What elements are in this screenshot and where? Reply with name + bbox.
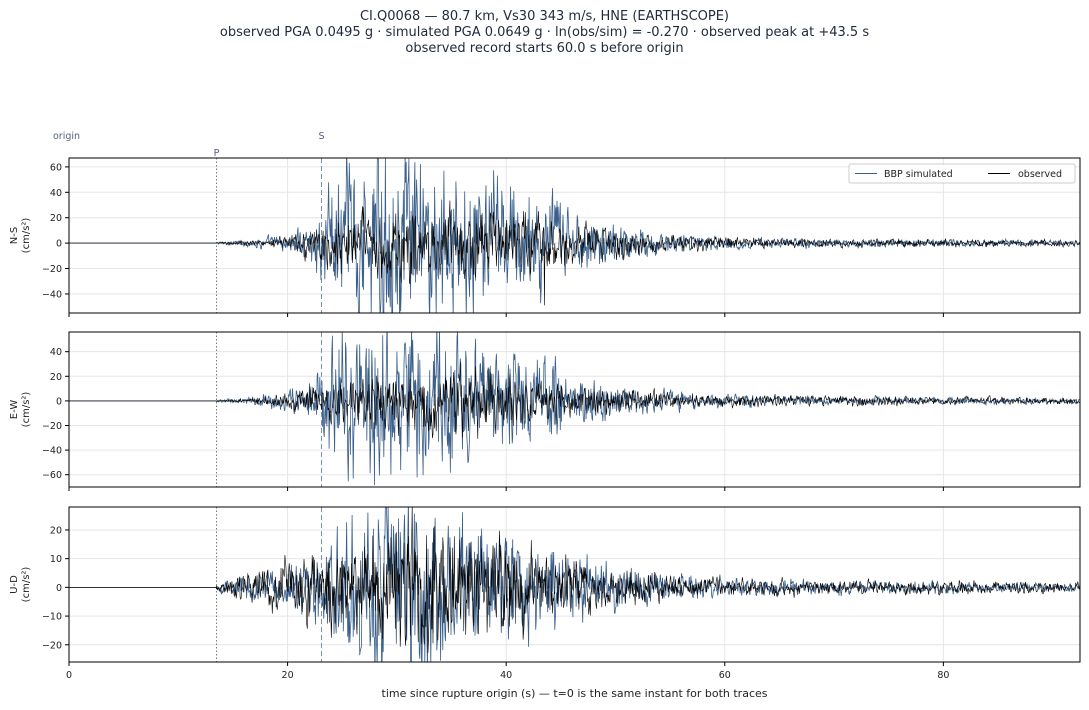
series-line-bbp-simulated (69, 158, 1080, 313)
x-axis-label: time since rupture origin (s) — t=0 is t… (382, 687, 768, 700)
y-tick-label: 20 (50, 372, 62, 383)
x-tick-label: 0 (66, 670, 72, 681)
y-tick-label: 40 (50, 188, 62, 199)
panel-e-w: −60 −40 −20 0 20 40 E-W (cm/s²) (9, 331, 1081, 491)
chart-title-line-1: CI.Q0068 — 80.7 km, Vs30 343 m/s, HNE (E… (359, 9, 730, 24)
y-axis-label: N-S (9, 227, 20, 244)
y-tick-label: −40 (42, 446, 62, 457)
series-line-observed (69, 361, 1080, 439)
s-marker-label: S (318, 131, 324, 142)
legend-box (848, 163, 1076, 184)
panel-u-d: −20 −10 0 10 20 U-D (cm/s²) (9, 506, 1081, 666)
y-tick-label: 10 (50, 554, 62, 565)
y-tick-label: −10 (42, 612, 62, 623)
y-tick-label: 20 (50, 213, 62, 224)
y-tick-label: −20 (42, 640, 62, 651)
y-tick-label: 40 (50, 347, 62, 358)
y-tick-label: 20 (50, 525, 62, 536)
y-tick-label: 0 (56, 583, 62, 594)
y-tick-label: −60 (42, 470, 62, 481)
p-marker-label: P (214, 148, 220, 159)
y-axis-label: E-W (9, 400, 20, 420)
legend-label-observed: observed (1018, 169, 1062, 180)
legend: BBP simulated observed (848, 163, 1076, 184)
x-tick-label: 60 (719, 670, 731, 681)
y-tick-label: 60 (50, 162, 62, 173)
y-tick-label: 0 (56, 396, 62, 407)
series-line-observed (69, 200, 1080, 306)
series-line-observed (69, 507, 1080, 653)
x-tick-label: 80 (937, 670, 949, 681)
y-axis-units: (cm/s²) (21, 392, 32, 428)
chart-title-line-2: observed PGA 0.0495 g · simulated PGA 0.… (219, 25, 870, 40)
x-tick-label: 20 (282, 670, 294, 681)
panel-frame (68, 506, 1081, 663)
panel-frame (68, 331, 1081, 488)
y-tick-label: −40 (42, 289, 62, 300)
y-tick-label: −20 (42, 264, 62, 275)
y-axis-label: U-D (9, 575, 20, 594)
series-line-bbp-simulated (69, 507, 1080, 662)
origin-marker-label: origin (53, 131, 80, 142)
y-tick-label: 0 (56, 239, 62, 250)
y-axis-units: (cm/s²) (21, 567, 32, 603)
legend-label-simulated: BBP simulated (884, 169, 953, 180)
chart-title-line-3: observed record starts 60.0 s before ori… (405, 41, 684, 56)
panel-frame (68, 157, 1081, 314)
y-axis-units: (cm/s²) (21, 218, 32, 254)
y-tick-label: −20 (42, 421, 62, 432)
panel-n-s: −40 −20 0 20 40 60 N-S (cm/s²) (9, 157, 1081, 317)
x-tick-label: 40 (500, 670, 512, 681)
